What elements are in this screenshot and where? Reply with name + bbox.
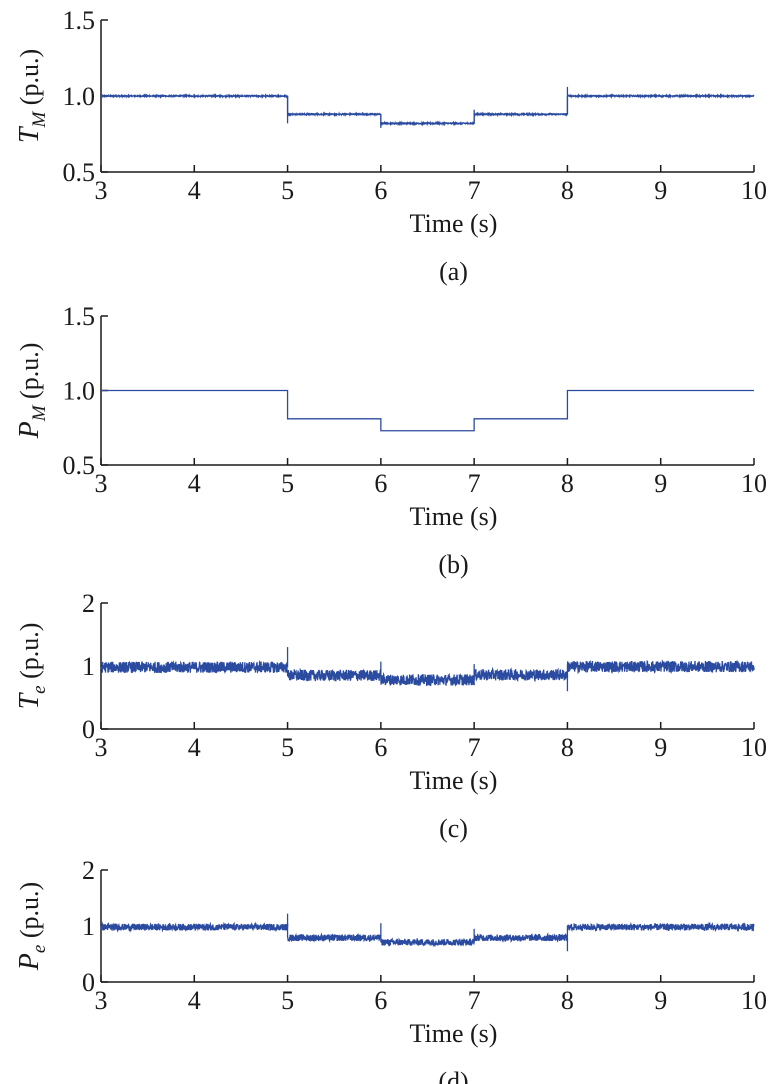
y-axis-title-subscript: e: [29, 685, 50, 693]
x-axis-title: Time (s): [410, 209, 498, 238]
x-axis-title: Time (s): [410, 1019, 498, 1048]
x-tick-label: 3: [95, 469, 108, 498]
y-axis-title-subscript: e: [29, 945, 50, 953]
y-axis-title-symbol: T: [14, 125, 45, 143]
chart-panel-d: 3 4 5 6 7 8 9 10 0 1 2 Pe (p.u.) Time (s) (d): [14, 856, 767, 1084]
x-tick-label: 3: [95, 986, 108, 1015]
x-tick-label: 9: [654, 986, 667, 1015]
y-axis-title-subscript: M: [29, 111, 50, 129]
y-axis-title: PM (p.u.): [14, 343, 50, 440]
x-tick-label: 8: [561, 469, 574, 498]
x-tick-label: 5: [281, 176, 294, 205]
series-line: [100, 92, 755, 127]
x-axis-title: Time (s): [410, 766, 498, 795]
y-axis-title-unit: (p.u.): [15, 343, 44, 406]
y-tick-label: 1.5: [63, 6, 96, 35]
x-tick-label: 10: [741, 986, 767, 1015]
y-tick-label: 0.5: [63, 158, 96, 187]
x-tick-label: 4: [188, 986, 201, 1015]
y-axis-title-symbol: P: [14, 421, 45, 439]
y-tick-label: 0: [82, 968, 95, 997]
y-tick-label: 1: [82, 912, 95, 941]
x-tick-label: 8: [561, 733, 574, 762]
y-tick-label: 0: [82, 715, 95, 744]
x-tick-label: 6: [374, 469, 387, 498]
x-tick-label: 9: [654, 733, 667, 762]
x-tick-label: 8: [561, 176, 574, 205]
y-tick-label: 1.0: [63, 82, 96, 111]
x-tick-label: 6: [374, 733, 387, 762]
panel-caption: (b): [438, 550, 468, 579]
x-tick-label: 5: [281, 733, 294, 762]
panel-caption: (c): [439, 814, 468, 843]
x-tick-label: 4: [188, 469, 201, 498]
x-tick-label: 10: [741, 176, 767, 205]
y-axis-title: TM (p.u.): [14, 49, 50, 143]
x-tick-label: 5: [281, 986, 294, 1015]
x-tick-label: 10: [741, 469, 767, 498]
x-tick-label: 4: [188, 733, 201, 762]
panel-caption: (a): [439, 257, 468, 286]
x-tick-label: 9: [654, 176, 667, 205]
y-tick-label: 1: [82, 652, 95, 681]
series-line: [101, 389, 754, 432]
y-tick-label: 1.0: [63, 377, 96, 406]
chart-panel-c: 3 4 5 6 7 8 9 10 0 1 2 Te (p.u.) Time (s) (c): [14, 589, 767, 843]
x-tick-label: 3: [95, 176, 108, 205]
y-axis-title: Pe (p.u.): [14, 882, 50, 971]
x-tick-label: 4: [188, 176, 201, 205]
x-tick-label: 7: [468, 469, 481, 498]
chart-panel-a: 3 4 5 6 7 8 9 10 0.5 1.0 1.5 TM (p.u.) Time (s) (a): [14, 6, 767, 286]
chart-panel-b: 3 4 5 6 7 8 9 10 0.5 1.0 1.5 PM (p.u.) Time (s) (b): [14, 302, 767, 579]
panel-caption: (d): [438, 1067, 468, 1084]
y-tick-label: 2: [82, 589, 95, 618]
y-tick-label: 1.5: [63, 302, 96, 331]
x-tick-label: 8: [561, 986, 574, 1015]
series-line: [100, 921, 755, 948]
x-tick-label: 7: [468, 733, 481, 762]
x-tick-label: 3: [95, 733, 108, 762]
x-tick-label: 10: [741, 733, 767, 762]
x-tick-label: 6: [374, 986, 387, 1015]
y-tick-label: 2: [82, 856, 95, 885]
x-tick-label: 7: [468, 176, 481, 205]
series-line: [100, 659, 755, 687]
y-axis-title: Te (p.u.): [14, 623, 50, 710]
x-tick-label: 6: [374, 176, 387, 205]
y-axis-title-symbol: P: [14, 953, 45, 971]
x-tick-label: 9: [654, 469, 667, 498]
y-axis-title-subscript: M: [29, 404, 50, 422]
x-tick-label: 5: [281, 469, 294, 498]
y-axis-title-unit: (p.u.): [15, 882, 44, 945]
y-axis-title-symbol: T: [14, 691, 45, 709]
x-axis-title: Time (s): [410, 502, 498, 531]
y-tick-label: 0.5: [63, 451, 96, 480]
y-axis-title-unit: (p.u.): [15, 623, 44, 686]
y-axis-title-unit: (p.u.): [15, 49, 44, 112]
x-tick-label: 7: [468, 986, 481, 1015]
